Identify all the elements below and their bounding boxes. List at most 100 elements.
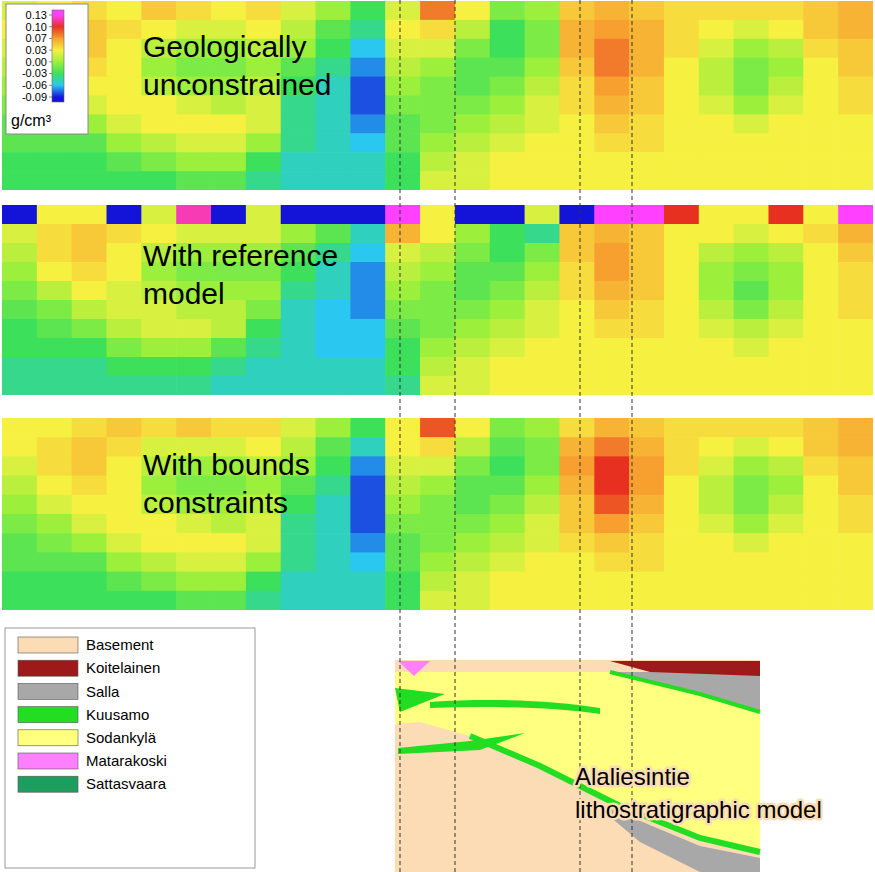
- heatmap-cell: [768, 20, 803, 40]
- heatmap-cell: [350, 418, 385, 438]
- heatmap-cell: [281, 591, 316, 610]
- heatmap-cell: [2, 224, 37, 244]
- heatmap-cell: [107, 418, 142, 438]
- heatmap-cell: [246, 552, 281, 572]
- heatmap-cell: [525, 1, 560, 21]
- colorbar-tick-label: -0.03: [22, 67, 47, 79]
- heatmap-cell: [176, 114, 211, 133]
- heatmap-cell: [525, 58, 560, 77]
- heatmap-cell: [734, 376, 769, 395]
- heatmap-cell: [838, 133, 873, 153]
- heatmap-cell: [629, 152, 664, 172]
- model-kuusamo: [398, 733, 525, 754]
- heatmap-cell: [455, 152, 490, 172]
- heatmap-cell: [838, 338, 873, 358]
- heatmap-cell: [385, 357, 420, 377]
- heatmap-cell: [629, 552, 664, 572]
- heatmap-cell: [699, 39, 734, 59]
- heatmap-cell: [72, 418, 107, 438]
- model-title-text: Alaliesintielithostratigraphic model: [575, 763, 822, 823]
- heatmap-cell: [734, 495, 769, 515]
- heatmap-cell: [107, 376, 142, 395]
- heatmap-cell: [2, 357, 37, 377]
- heatmap-cell: [525, 495, 560, 515]
- heatmap-cell: [141, 376, 176, 395]
- heatmap-cell: [629, 20, 664, 40]
- heatmap-cell: [768, 1, 803, 21]
- heatmap-cell: [525, 205, 560, 225]
- heatmap-cell: [211, 205, 246, 225]
- heatmap-cell: [803, 476, 838, 496]
- heatmap-cell: [385, 418, 420, 438]
- heatmap-cell: [72, 476, 107, 496]
- heatmap-cell: [72, 357, 107, 377]
- heatmap-cell: [734, 114, 769, 133]
- heatmap-cell: [420, 338, 455, 358]
- heatmap-cell: [664, 456, 699, 476]
- heatmap-cell: [664, 495, 699, 515]
- heatmap-cell: [768, 495, 803, 515]
- heatmap-cell: [385, 152, 420, 172]
- heatmap-cell: [664, 552, 699, 572]
- legend-swatch: [18, 776, 78, 792]
- heatmap-cell: [420, 437, 455, 457]
- heatmap-cell: [455, 357, 490, 377]
- heatmap-cell: [803, 418, 838, 438]
- heatmap-cell: [803, 495, 838, 515]
- heatmap-cell: [107, 171, 142, 190]
- heatmap-cell: [455, 418, 490, 438]
- heatmap-cell: [594, 114, 629, 133]
- heatmap-cell: [176, 171, 211, 190]
- heatmap-cell: [246, 281, 281, 301]
- heatmap-cell: [72, 552, 107, 572]
- heatmap-cell: [455, 224, 490, 244]
- heatmap-cell: [316, 39, 351, 59]
- heatmap-cell: [559, 591, 594, 610]
- heatmap-cell: [490, 96, 525, 116]
- dashed-line: [580, 0, 581, 872]
- heatmap-cell: [246, 533, 281, 553]
- colorbar-tick-label: 0.03: [26, 44, 47, 56]
- heatmap-cell: [350, 300, 385, 320]
- heatmap-cell: [107, 456, 142, 476]
- heatmap-cell: [559, 58, 594, 77]
- model-kuusamo: [470, 736, 760, 852]
- heatmap-cell: [72, 495, 107, 515]
- legend-label: Koitelainen: [86, 659, 160, 676]
- heatmap-cell: [385, 552, 420, 572]
- heatmap-cell: [455, 533, 490, 553]
- panel-title-line: With reference: [143, 239, 338, 272]
- heatmap-cell: [37, 533, 72, 553]
- heatmap-cell: [37, 300, 72, 320]
- colorbar-tick: [49, 97, 52, 98]
- heatmap-cell: [768, 205, 803, 225]
- heatmap-cell: [525, 243, 560, 263]
- heatmap-cell: [803, 20, 838, 40]
- heatmap-cell: [559, 262, 594, 282]
- heatmap-cell: [629, 205, 664, 225]
- heatmap-cell: [385, 39, 420, 59]
- heatmap-cell: [455, 495, 490, 515]
- heatmap-cell: [490, 476, 525, 496]
- heatmap-cell: [734, 300, 769, 320]
- legend-label: Sattasvaara: [86, 775, 167, 792]
- heatmap-cell: [107, 114, 142, 133]
- heatmap-cell: [2, 319, 37, 339]
- model-kuusamo: [395, 688, 445, 712]
- heatmap-cell: [455, 281, 490, 301]
- heatmap-cell: [699, 205, 734, 225]
- heatmap-cell: [525, 418, 560, 438]
- heatmap-cell: [350, 1, 385, 21]
- heatmap-cell: [838, 20, 873, 40]
- heatmap-cell: [490, 224, 525, 244]
- heatmap-cell: [664, 171, 699, 190]
- heatmap-cell: [734, 39, 769, 59]
- heatmap-cell: [803, 338, 838, 358]
- heatmap-cell: [350, 514, 385, 534]
- heatmap-cell: [246, 300, 281, 320]
- heatmap-cell: [350, 171, 385, 190]
- heatmap-cell: [734, 572, 769, 592]
- heatmap-cell: [594, 357, 629, 377]
- heatmap-cell: [37, 152, 72, 172]
- heatmap-cell: [141, 533, 176, 553]
